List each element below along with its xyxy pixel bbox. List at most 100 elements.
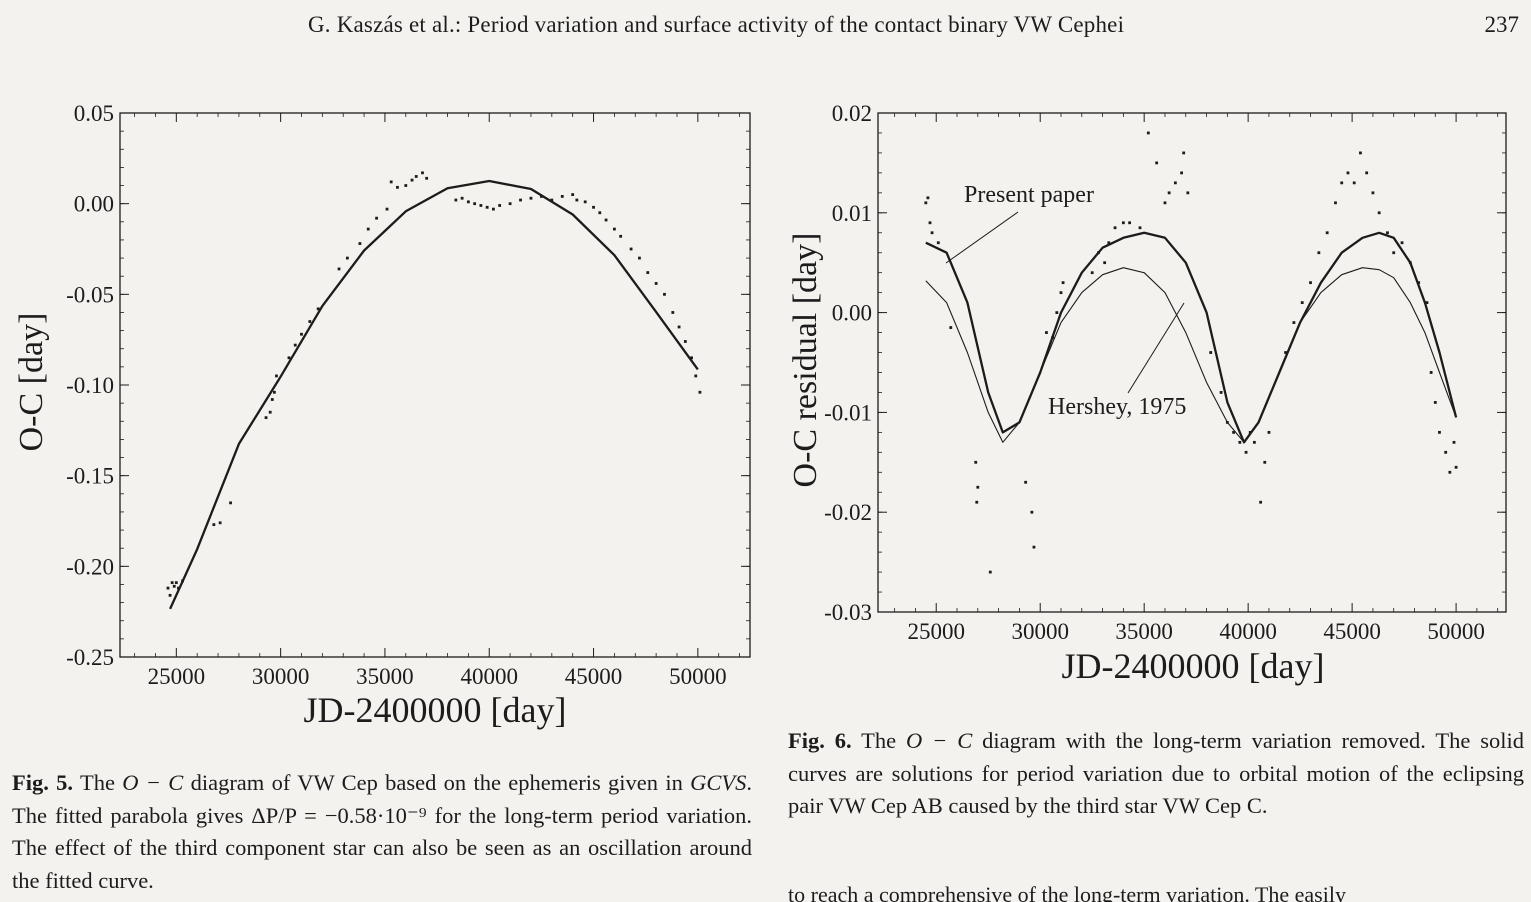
data-point: [473, 202, 477, 206]
data-point: [1059, 291, 1063, 295]
data-point: [677, 325, 681, 329]
data-point: [613, 227, 616, 231]
data-point: [1346, 171, 1350, 175]
data-point: [1182, 151, 1186, 155]
data-point: [316, 307, 320, 311]
data-point: [663, 292, 666, 296]
data-point: [375, 216, 378, 220]
fig5-xlabel: JD-2400000 [day]: [304, 690, 567, 730]
data-point: [575, 198, 579, 202]
plot-frame: [877, 112, 1507, 613]
fig6-annotation-present-paper: Present paper: [964, 182, 1094, 208]
data-point: [172, 584, 176, 588]
data-point: [268, 410, 272, 414]
fig5-caption-text-a: The: [79, 770, 123, 795]
data-point: [976, 485, 980, 489]
data-point: [366, 227, 370, 231]
x-tick-label: 25000: [148, 664, 206, 689]
data-point: [694, 374, 698, 378]
x-tick-label: 30000: [252, 664, 310, 689]
data-point: [1232, 430, 1235, 434]
data-point: [1334, 201, 1337, 205]
figure-6-chart: 25000 30000 35000 40000 45000 50000 0.02 0.01 0.…: [787, 101, 1507, 686]
data-point: [287, 356, 291, 360]
y-tick-label: -0.01: [824, 400, 872, 425]
data-point: [1386, 231, 1389, 235]
data-point: [421, 171, 424, 175]
data-point: [404, 184, 408, 187]
data-point: [272, 390, 276, 394]
data-point: [1045, 331, 1048, 334]
data-point: [638, 256, 641, 260]
fig5-caption-math: O − C: [122, 770, 184, 795]
data-point: [1055, 311, 1059, 314]
data-point: [425, 176, 429, 180]
y-tick-label: -0.10: [66, 373, 114, 398]
data-point: [1317, 251, 1321, 255]
data-point: [1425, 301, 1429, 305]
data-point: [1128, 221, 1132, 225]
page-number: 237: [1484, 12, 1520, 37]
fitted-parabola: [169, 179, 699, 610]
y-tick-label: 0.05: [74, 101, 114, 126]
data-point: [671, 311, 675, 314]
data-point: [1284, 351, 1287, 354]
data-point: [1113, 226, 1117, 230]
data-point: [604, 218, 608, 222]
fig6-caption-math: O − C: [906, 728, 973, 753]
data-point: [592, 205, 595, 209]
fig5-caption-gcvs: GCVS: [690, 770, 747, 795]
data-point: [1252, 440, 1256, 444]
data-point: [1032, 545, 1036, 549]
data-point: [308, 320, 312, 323]
data-point: [168, 593, 172, 597]
data-point: [936, 241, 940, 245]
data-point: [466, 200, 470, 204]
fig6-pointer-hershey: [1127, 302, 1185, 394]
data-point: [300, 332, 303, 336]
data-point: [1340, 181, 1344, 185]
data-point: [460, 196, 464, 200]
y-tick-label: -0.15: [66, 464, 114, 489]
y-tick-label: -0.03: [824, 600, 872, 625]
data-point: [690, 356, 693, 360]
data-point: [337, 267, 341, 271]
hershey-curve: [925, 267, 1457, 443]
data-point: [170, 581, 174, 585]
x-tick-label: 45000: [565, 664, 623, 689]
data-point: [1155, 161, 1159, 165]
data-point: [1090, 271, 1094, 275]
data-point: [988, 570, 992, 574]
data-point: [1448, 470, 1452, 474]
x-tick-label: 30000: [1011, 619, 1069, 644]
data-point: [683, 340, 687, 343]
data-point: [345, 256, 349, 260]
x-tick-label: 50000: [1427, 619, 1485, 644]
data-point: [654, 282, 658, 285]
fig6-caption-text-b: diagram with the long-term variation rem…: [788, 728, 1525, 818]
data-point: [1180, 171, 1184, 175]
data-point: [698, 390, 702, 394]
data-point: [619, 234, 623, 238]
fig5-caption-label: Fig. 5.: [12, 770, 74, 795]
data-point: [1209, 351, 1213, 354]
data-point: [485, 205, 489, 209]
figure-6-caption: Fig. 6. The O − C diagram with the long-…: [788, 725, 1524, 823]
fig6-pointer-present-paper: [945, 211, 1019, 264]
data-point: [1167, 191, 1171, 195]
data-point: [293, 343, 297, 347]
data-point: [529, 196, 533, 200]
data-point: [1030, 510, 1034, 514]
data-point: [1300, 301, 1304, 305]
data-point: [1263, 460, 1267, 464]
data-point: [270, 398, 274, 401]
present-paper-curve: [925, 231, 1458, 444]
data-point: [1292, 321, 1296, 324]
fig6-caption-text-a: The: [861, 728, 907, 753]
fig6-ylabel: O-C residual [day]: [787, 233, 824, 488]
data-point: [385, 207, 389, 211]
data-point: [1267, 430, 1271, 434]
data-point: [174, 581, 178, 585]
data-point: [1325, 231, 1329, 235]
fig6-caption-label: Fig. 6.: [788, 728, 852, 753]
